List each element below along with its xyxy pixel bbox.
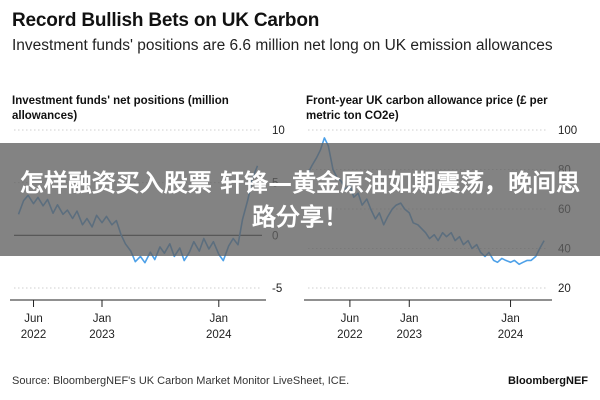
right-x-tick-label-year: 2023 bbox=[396, 329, 422, 341]
left-y-tick-label: 10 bbox=[272, 125, 285, 137]
right-y-tick-label: 20 bbox=[558, 283, 571, 295]
right-x-tick-label-year: 2024 bbox=[498, 329, 524, 341]
overlay-banner-text: 怎样融资买入股票 轩锋—黄金原油如期震荡，晚间思路分享！ bbox=[19, 168, 581, 231]
right-x-tick-label-month: Jan bbox=[400, 313, 419, 325]
brand-logo-text: BloombergNEF bbox=[507, 375, 588, 387]
left-x-tick-label-month: Jan bbox=[210, 313, 229, 325]
chart-subtitle: Investment funds' positions are 6.6 mill… bbox=[12, 37, 553, 54]
left-x-tick-label-month: Jun bbox=[24, 313, 43, 325]
right-y-tick-label: 100 bbox=[558, 125, 577, 137]
left-panel-title: Investment funds' net positions (million… bbox=[12, 95, 229, 122]
right-x-tick-label-month: Jan bbox=[501, 313, 520, 325]
left-x-tick-label-year: 2022 bbox=[21, 329, 47, 341]
left-x-tick-label-month: Jan bbox=[93, 313, 112, 325]
chart-title: Record Bullish Bets on UK Carbon bbox=[12, 10, 320, 31]
source-note: Source: BloombergNEF's UK Carbon Market … bbox=[12, 375, 350, 387]
right-panel-title: Front-year UK carbon allowance price (£ … bbox=[306, 95, 548, 122]
left-x-tick-label-year: 2023 bbox=[89, 329, 115, 341]
left-y-tick-label: -5 bbox=[272, 283, 282, 295]
right-x-tick-label-month: Jun bbox=[341, 313, 360, 325]
right-x-tick-label-year: 2022 bbox=[337, 329, 363, 341]
overlay-banner: 怎样融资买入股票 轩锋—黄金原油如期震荡，晚间思路分享！ bbox=[0, 143, 600, 256]
left-x-tick-label-year: 2024 bbox=[206, 329, 232, 341]
